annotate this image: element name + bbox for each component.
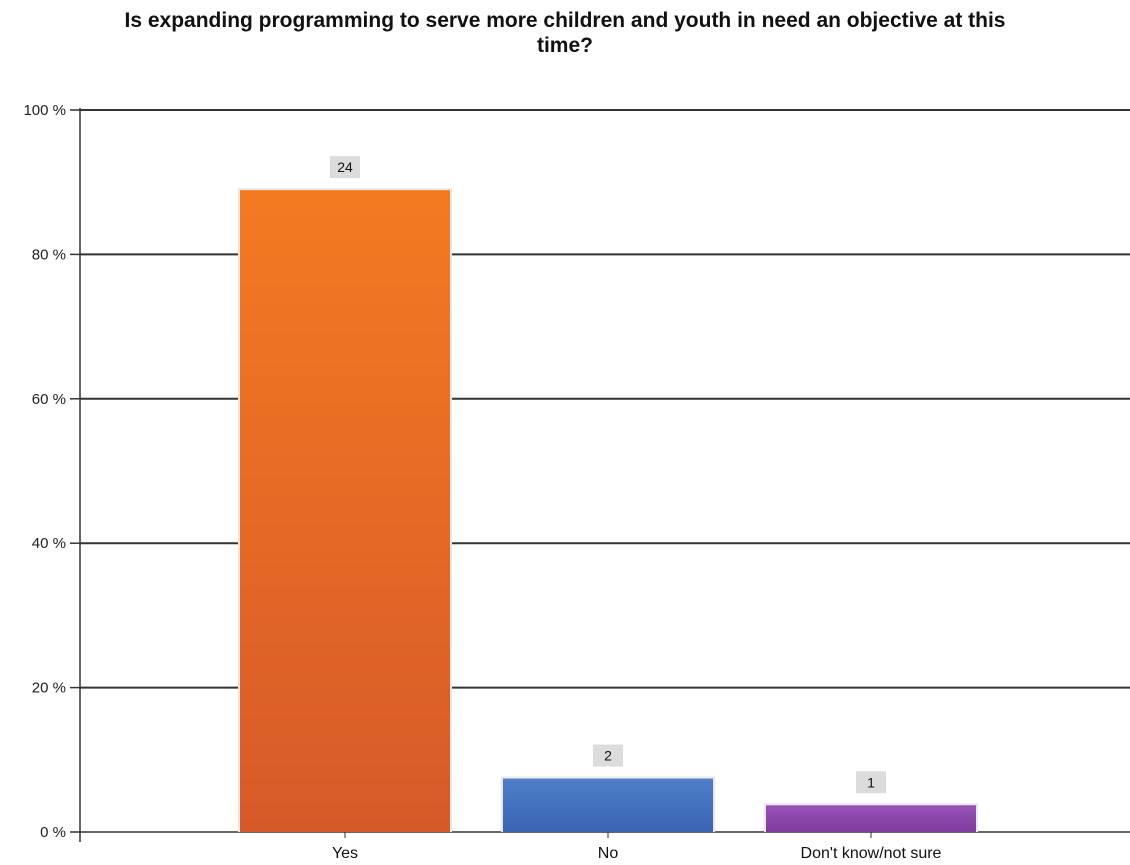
chart-title: Is expanding programming to serve more c… bbox=[0, 8, 1130, 58]
chart-title-line-2: time? bbox=[536, 34, 593, 57]
x-tick-label-1: No bbox=[598, 845, 619, 862]
chart-title-line-1: Is expanding programming to serve more c… bbox=[124, 9, 1006, 32]
data-label-box-1 bbox=[593, 744, 623, 767]
data-label-1: 2 bbox=[604, 748, 612, 764]
x-tick-label-0: Yes bbox=[332, 845, 358, 862]
data-label-box-2 bbox=[856, 771, 886, 794]
y-tick-label-40: 40 % bbox=[32, 535, 66, 552]
x-tick-label-2: Don't know/not sure bbox=[801, 845, 942, 862]
y-tick-label-60: 60 % bbox=[32, 391, 66, 408]
data-label-0: 24 bbox=[337, 159, 353, 175]
bar-don-t-know-not-sure bbox=[766, 805, 976, 832]
data-label-box-0 bbox=[330, 156, 360, 179]
y-tick-label-80: 80 % bbox=[32, 246, 66, 263]
bar-no bbox=[503, 778, 713, 832]
y-tick-label-20: 20 % bbox=[32, 680, 66, 697]
y-tick-label-100: 100 % bbox=[23, 102, 66, 119]
bar-yes bbox=[240, 190, 450, 833]
data-label-2: 1 bbox=[867, 774, 875, 790]
y-tick-label-0: 0 % bbox=[40, 824, 66, 841]
